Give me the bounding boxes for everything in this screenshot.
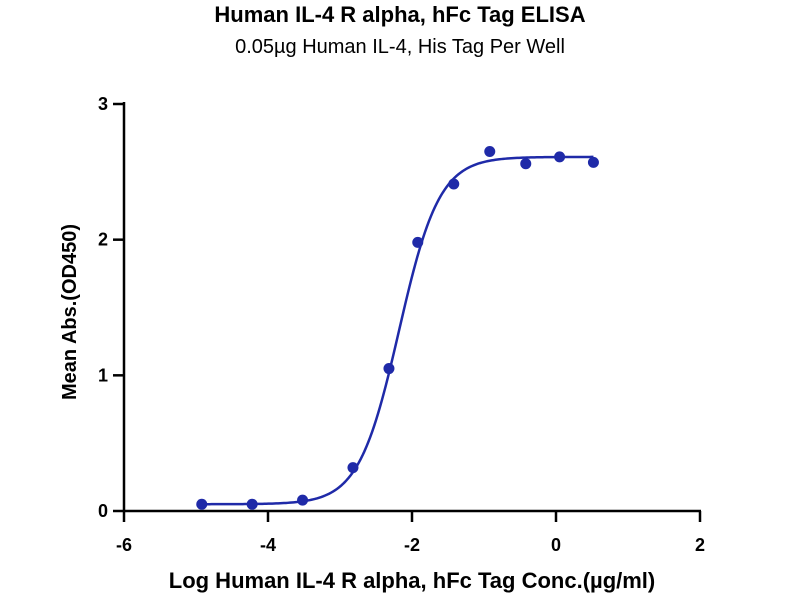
y-tick-label: 3 <box>98 94 108 114</box>
data-point <box>196 498 208 510</box>
y-tick-label: 1 <box>98 365 108 385</box>
y-tick-label: 0 <box>98 501 108 521</box>
y-axis-ticks: 0 1 2 3 <box>98 94 124 521</box>
x-tick-label: -2 <box>404 535 420 555</box>
x-tick-label: -4 <box>260 535 276 555</box>
x-axis-ticks: -6 -4 -2 0 2 <box>116 511 705 555</box>
chart-subtitle: 0.05µg Human IL-4, His Tag Per Well <box>235 36 565 58</box>
y-axis-label: Mean Abs.(OD450) <box>59 224 81 400</box>
data-point <box>297 494 309 506</box>
x-axis-label: Log Human IL-4 R alpha, hFc Tag Conc.(µg… <box>169 568 656 593</box>
data-point <box>484 145 496 157</box>
data-point <box>383 363 395 375</box>
data-point <box>246 498 258 510</box>
y-tick-label: 2 <box>98 230 108 250</box>
x-tick-label: -6 <box>116 535 132 555</box>
data-points <box>196 145 599 510</box>
data-point <box>347 462 359 474</box>
data-point <box>587 156 599 168</box>
data-point <box>554 151 566 163</box>
data-point <box>448 178 460 190</box>
x-tick-label: 2 <box>695 535 705 555</box>
chart-title: Human IL-4 R alpha, hFc Tag ELISA <box>214 2 586 27</box>
data-point <box>412 236 424 248</box>
x-tick-label: 0 <box>551 535 561 555</box>
fit-curve-line <box>201 155 594 506</box>
data-point <box>520 158 532 170</box>
